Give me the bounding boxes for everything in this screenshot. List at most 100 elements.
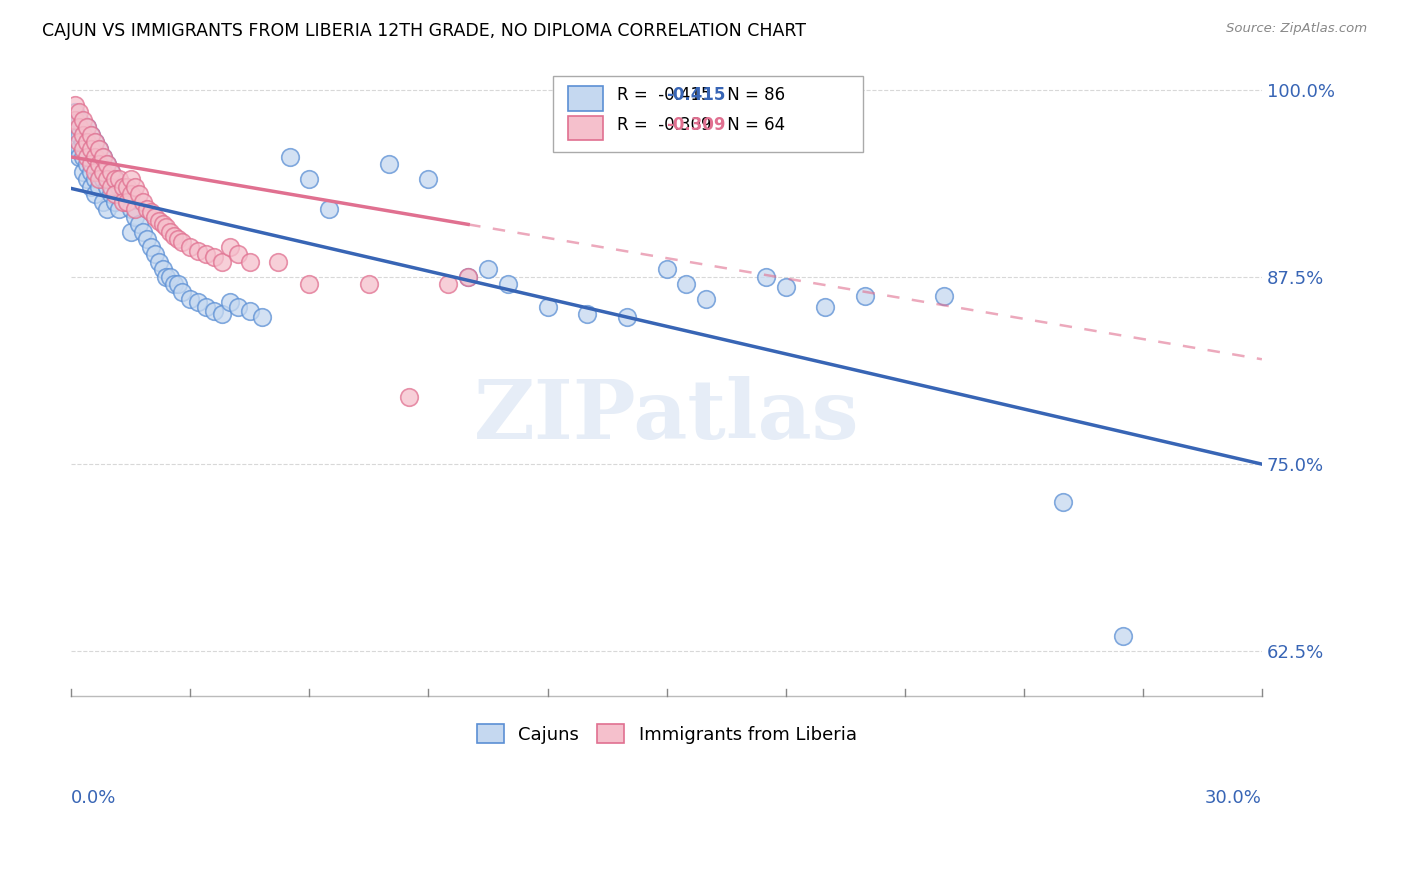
Point	[143, 247, 166, 261]
Point	[67, 105, 90, 120]
Point	[179, 293, 201, 307]
Point	[152, 218, 174, 232]
Point	[108, 172, 131, 186]
Point	[120, 225, 142, 239]
Point	[108, 180, 131, 194]
Point	[496, 277, 519, 292]
Point	[131, 194, 153, 209]
Point	[67, 120, 90, 134]
Point	[187, 295, 209, 310]
Point	[163, 229, 186, 244]
Point	[91, 172, 114, 186]
Point	[67, 112, 90, 127]
Point	[398, 390, 420, 404]
Point	[576, 307, 599, 321]
Point	[167, 277, 190, 292]
Point	[72, 165, 94, 179]
Point	[87, 165, 110, 179]
Point	[72, 135, 94, 149]
Point	[72, 143, 94, 157]
Point	[266, 255, 288, 269]
Point	[195, 247, 218, 261]
Point	[775, 280, 797, 294]
Text: 30.0%: 30.0%	[1205, 789, 1263, 807]
Point	[457, 269, 479, 284]
Point	[111, 187, 134, 202]
Point	[202, 251, 225, 265]
Point	[437, 277, 460, 292]
Point	[84, 135, 107, 149]
Point	[76, 120, 98, 134]
Point	[226, 300, 249, 314]
Point	[159, 225, 181, 239]
Point	[124, 210, 146, 224]
Point	[96, 157, 118, 171]
Point	[63, 135, 86, 149]
Point	[67, 135, 90, 149]
Point	[131, 225, 153, 239]
Point	[1112, 629, 1135, 643]
Point	[172, 285, 194, 299]
Point	[377, 157, 399, 171]
Point	[87, 180, 110, 194]
Point	[135, 202, 157, 217]
Point	[63, 120, 86, 134]
Point	[278, 150, 301, 164]
Point	[195, 300, 218, 314]
Text: CAJUN VS IMMIGRANTS FROM LIBERIA 12TH GRADE, NO DIPLOMA CORRELATION CHART: CAJUN VS IMMIGRANTS FROM LIBERIA 12TH GR…	[42, 22, 806, 40]
Text: Source: ZipAtlas.com: Source: ZipAtlas.com	[1226, 22, 1367, 36]
Point	[104, 172, 127, 186]
Point	[187, 244, 209, 259]
Point	[616, 310, 638, 325]
Point	[128, 218, 150, 232]
Point	[87, 143, 110, 157]
Point	[84, 150, 107, 164]
Point	[128, 187, 150, 202]
FancyBboxPatch shape	[568, 87, 603, 111]
Text: R =  -0.309   N = 64: R = -0.309 N = 64	[617, 116, 785, 134]
Point	[67, 150, 90, 164]
Point	[87, 172, 110, 186]
Point	[120, 187, 142, 202]
Point	[108, 202, 131, 217]
Point	[104, 172, 127, 186]
Point	[135, 232, 157, 246]
Point	[357, 277, 380, 292]
Point	[202, 304, 225, 318]
Point	[76, 150, 98, 164]
Point	[139, 240, 162, 254]
Point	[219, 295, 242, 310]
Point	[755, 269, 778, 284]
Point	[80, 143, 103, 157]
Point	[87, 157, 110, 171]
Point	[104, 194, 127, 209]
Point	[96, 172, 118, 186]
Point	[211, 307, 233, 321]
Point	[655, 262, 678, 277]
Point	[80, 180, 103, 194]
Point	[163, 277, 186, 292]
Point	[211, 255, 233, 269]
Point	[115, 194, 138, 209]
Point	[80, 128, 103, 142]
Point	[96, 157, 118, 171]
Point	[80, 157, 103, 171]
Point	[67, 143, 90, 157]
Point	[84, 165, 107, 179]
Point	[124, 202, 146, 217]
Point	[100, 180, 122, 194]
Point	[250, 310, 273, 325]
Point	[96, 202, 118, 217]
Point	[63, 105, 86, 120]
Point	[76, 135, 98, 149]
Point	[159, 269, 181, 284]
Point	[219, 240, 242, 254]
Point	[155, 269, 177, 284]
Point	[84, 150, 107, 164]
Point	[80, 143, 103, 157]
Point	[298, 172, 321, 186]
Point	[148, 214, 170, 228]
Point	[76, 135, 98, 149]
FancyBboxPatch shape	[568, 116, 603, 140]
Point	[91, 194, 114, 209]
